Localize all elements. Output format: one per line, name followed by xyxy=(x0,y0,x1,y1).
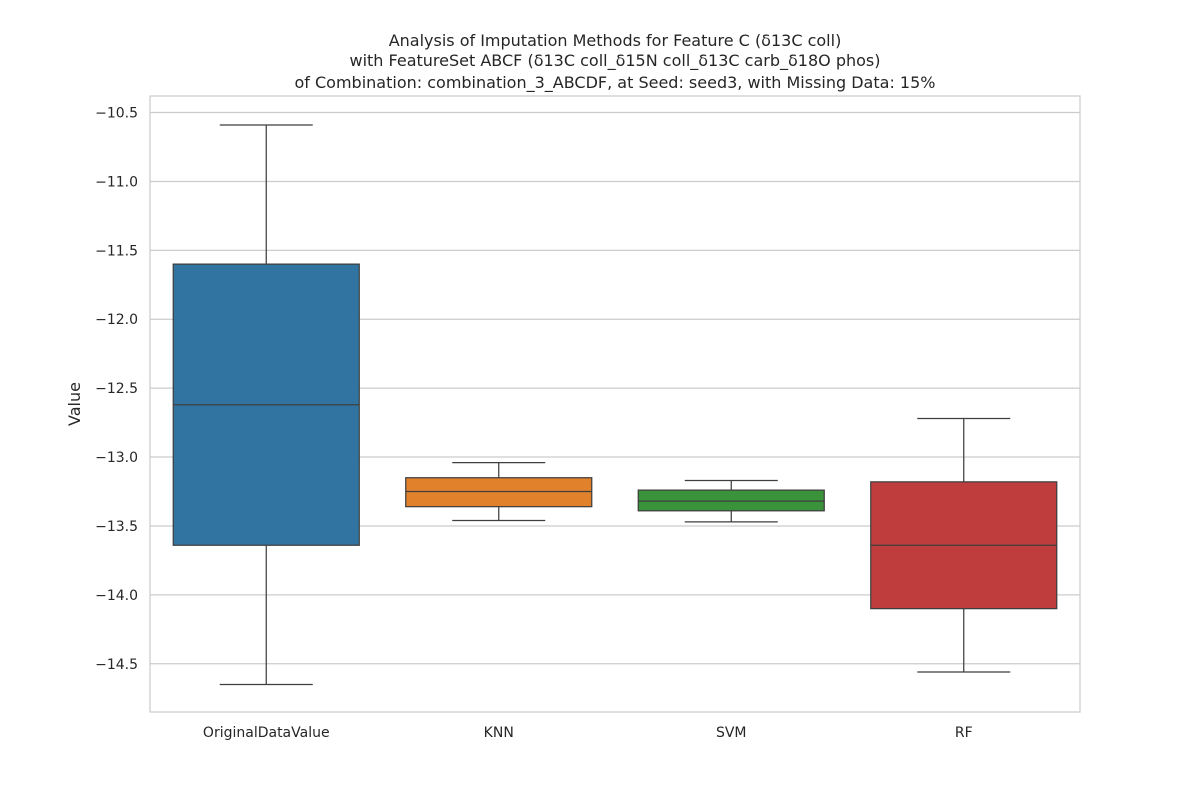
iqr-box xyxy=(637,489,825,512)
y-tick-label: −13.0 xyxy=(95,450,138,466)
chart-title-line-2: with FeatureSet ABCF (δ13C coll_δ15N col… xyxy=(350,51,881,71)
x-tick-label: RF xyxy=(955,725,973,741)
y-tick-label: −12.0 xyxy=(95,312,138,328)
y-tick-label: −10.5 xyxy=(95,106,138,122)
y-tick-label: −12.5 xyxy=(95,381,138,397)
box-originaldatavalue xyxy=(172,124,360,686)
x-tick-label: KNN xyxy=(484,725,514,741)
y-axis-ticks: −10.5 −11.0 −11.5 −12.0 −12.5 −13.0 −13.5 −14.0… xyxy=(95,106,138,673)
y-tick-label: −11.5 xyxy=(95,243,138,259)
iqr-box xyxy=(405,477,593,508)
y-tick-label: −11.0 xyxy=(95,174,138,190)
plot-frame xyxy=(149,95,1081,713)
x-axis-ticks: OriginalDataValue KNN SVM RF xyxy=(203,725,973,741)
chart-title-line-3: of Combination: combination_3_ABCDF, at … xyxy=(295,73,936,93)
y-tick-label: −13.5 xyxy=(95,519,138,535)
box-plot-series xyxy=(172,124,1058,686)
y-axis-label: Value xyxy=(65,382,84,426)
x-tick-label: OriginalDataValue xyxy=(203,725,330,741)
chart-title-line-1: Analysis of Imputation Methods for Featu… xyxy=(389,31,842,50)
y-tick-label: −14.5 xyxy=(95,657,138,673)
box-knn xyxy=(405,461,593,522)
x-tick-label: SVM xyxy=(716,725,747,741)
box-rf xyxy=(870,417,1058,673)
box-svm xyxy=(637,479,825,523)
y-tick-label: −14.0 xyxy=(95,588,138,604)
